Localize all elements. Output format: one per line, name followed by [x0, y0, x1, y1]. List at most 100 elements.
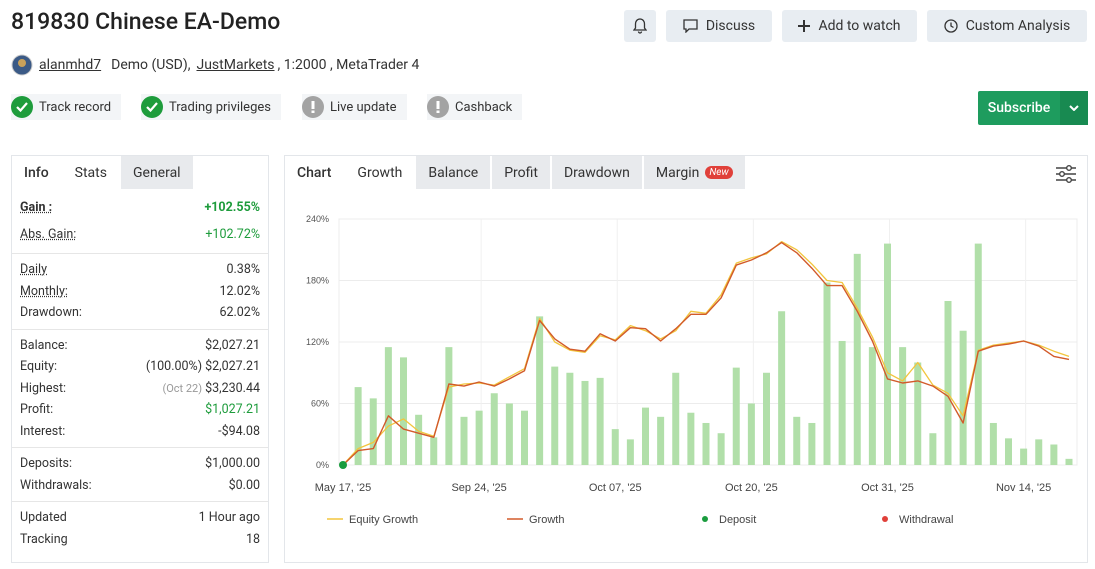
chart-panel: Chart Growth Balance Profit Drawdown Margin Ne… [284, 155, 1088, 563]
bar [596, 377, 604, 465]
bar [369, 398, 377, 465]
stat-row: Withdrawals: $0.00 [12, 475, 268, 497]
bar [384, 347, 392, 465]
bar [884, 243, 891, 465]
separator [12, 501, 268, 502]
tab-label: General [132, 164, 181, 181]
watch-button[interactable]: Add to watch [782, 10, 917, 42]
stat-row: Highest: (Oct 22) $3,230.44 [12, 378, 268, 400]
bar [778, 311, 786, 465]
bar [490, 393, 498, 465]
stat-row: Drawdown: 62.02% [12, 302, 268, 324]
warning-icon [302, 96, 324, 118]
analysis-button[interactable]: Custom Analysis [927, 10, 1087, 42]
x-tick-label: May 17, '25 [315, 482, 372, 494]
stat-row: Abs. Gain: +102.72% [12, 221, 268, 248]
stat-label: Updated [20, 510, 67, 526]
stat-row: Gain : +102.55% [12, 194, 268, 221]
bar [1020, 448, 1028, 465]
stat-value: -$94.08 [218, 423, 260, 439]
tab-label: Stats [74, 164, 107, 181]
bar [657, 416, 665, 465]
stat-row: Deposits: $1,000.00 [12, 453, 268, 475]
bar [475, 410, 483, 465]
stats-rows: Gain : +102.55% Abs. Gain: +102.72% Daily 0.3… [12, 189, 268, 550]
bar [1035, 439, 1043, 465]
bar [354, 387, 362, 465]
bar [551, 366, 559, 465]
stat-row: Interest: -$94.08 [12, 421, 268, 443]
subscribe-button[interactable]: Subscribe [978, 91, 1088, 125]
tab[interactable]: Growth [345, 156, 415, 189]
tab-label: Drawdown [563, 164, 630, 181]
stat-value: $1,027.21 [205, 402, 260, 418]
tab[interactable]: Info [12, 156, 61, 189]
stat-row: Daily 0.38% [12, 259, 268, 281]
stats-panel: Info Stats General Gain : +102.55% Abs. Gain… [11, 155, 269, 563]
bar [853, 253, 861, 465]
bar [989, 422, 997, 465]
bar [1050, 444, 1058, 465]
broker-link[interactable]: JustMarkets [196, 57, 275, 73]
stat-value: +102.72% [205, 227, 260, 242]
bar [899, 347, 907, 465]
badge: Live update [302, 94, 407, 120]
subscribe-dropdown[interactable] [1060, 91, 1088, 125]
tab-label: Growth [357, 164, 403, 181]
legend-label: Equity Growth [349, 514, 418, 526]
badge: Track record [11, 94, 122, 120]
tab[interactable]: Profit [492, 156, 550, 189]
tab[interactable]: Stats [62, 156, 119, 189]
stat-value: 0.38% [226, 262, 260, 278]
x-tick-label: Oct 20, '25 [725, 482, 778, 494]
bar [536, 316, 544, 465]
stat-value: $2,027.21 [205, 359, 260, 375]
tab[interactable]: Margin New [643, 156, 745, 189]
stat-label: Drawdown: [20, 305, 82, 321]
legend-marker [702, 516, 708, 522]
chart: 0% 60% 120% 180% 240% May 17, '25 Sep 24, '25 O… [306, 214, 1078, 526]
bar [672, 372, 680, 465]
tab[interactable]: General [120, 156, 193, 189]
settings-icon[interactable] [1055, 164, 1077, 184]
account-details: , 1:2000 , MetaTrader 4 [277, 57, 420, 73]
bar [430, 437, 438, 465]
tab[interactable]: Balance [416, 156, 491, 189]
bell-icon [633, 18, 647, 34]
account-type: Demo (USD), [111, 57, 191, 73]
tab-label: Chart [297, 164, 332, 181]
stat-label: Profit: [20, 402, 54, 418]
x-tick-label: Nov 14, '25 [996, 482, 1051, 494]
bar [1065, 458, 1073, 465]
page-title: 819830 Chinese EA-Demo [11, 8, 281, 35]
bar [460, 416, 468, 465]
stat-row: Equity: (100.00%) $2,027.21 [12, 356, 268, 378]
legend-label: Growth [529, 514, 564, 526]
bar [400, 357, 407, 465]
stat-label: Equity: [20, 359, 58, 375]
tab[interactable]: Drawdown [551, 156, 642, 189]
stat-value: +102.55% [204, 200, 260, 215]
y-tick-label: 120% [306, 337, 329, 347]
stat-label: Highest: [20, 380, 67, 396]
badge-label: Track record [39, 99, 112, 115]
bar [702, 422, 710, 465]
x-tick-label: Oct 07, '25 [589, 482, 642, 494]
badge-label: Live update [330, 99, 397, 115]
check-icon [141, 96, 163, 118]
stat-value: 12.02% [219, 283, 260, 299]
stat-value: 1 Hour ago [198, 510, 260, 526]
clock-icon [944, 19, 958, 33]
alert-button[interactable] [624, 10, 656, 42]
chevron [1069, 105, 1079, 111]
stat-label: Balance: [20, 337, 68, 353]
stat-value: $0.00 [228, 477, 260, 493]
discuss-button[interactable]: Discuss [666, 10, 772, 42]
bar [914, 362, 922, 465]
tab[interactable]: Chart [285, 156, 344, 189]
stat-row: Monthly: 12.02% [12, 281, 268, 303]
stat-value: $3,230.44 [205, 380, 260, 396]
user-link[interactable]: alanmhd7 [39, 57, 102, 73]
bar [611, 429, 619, 465]
